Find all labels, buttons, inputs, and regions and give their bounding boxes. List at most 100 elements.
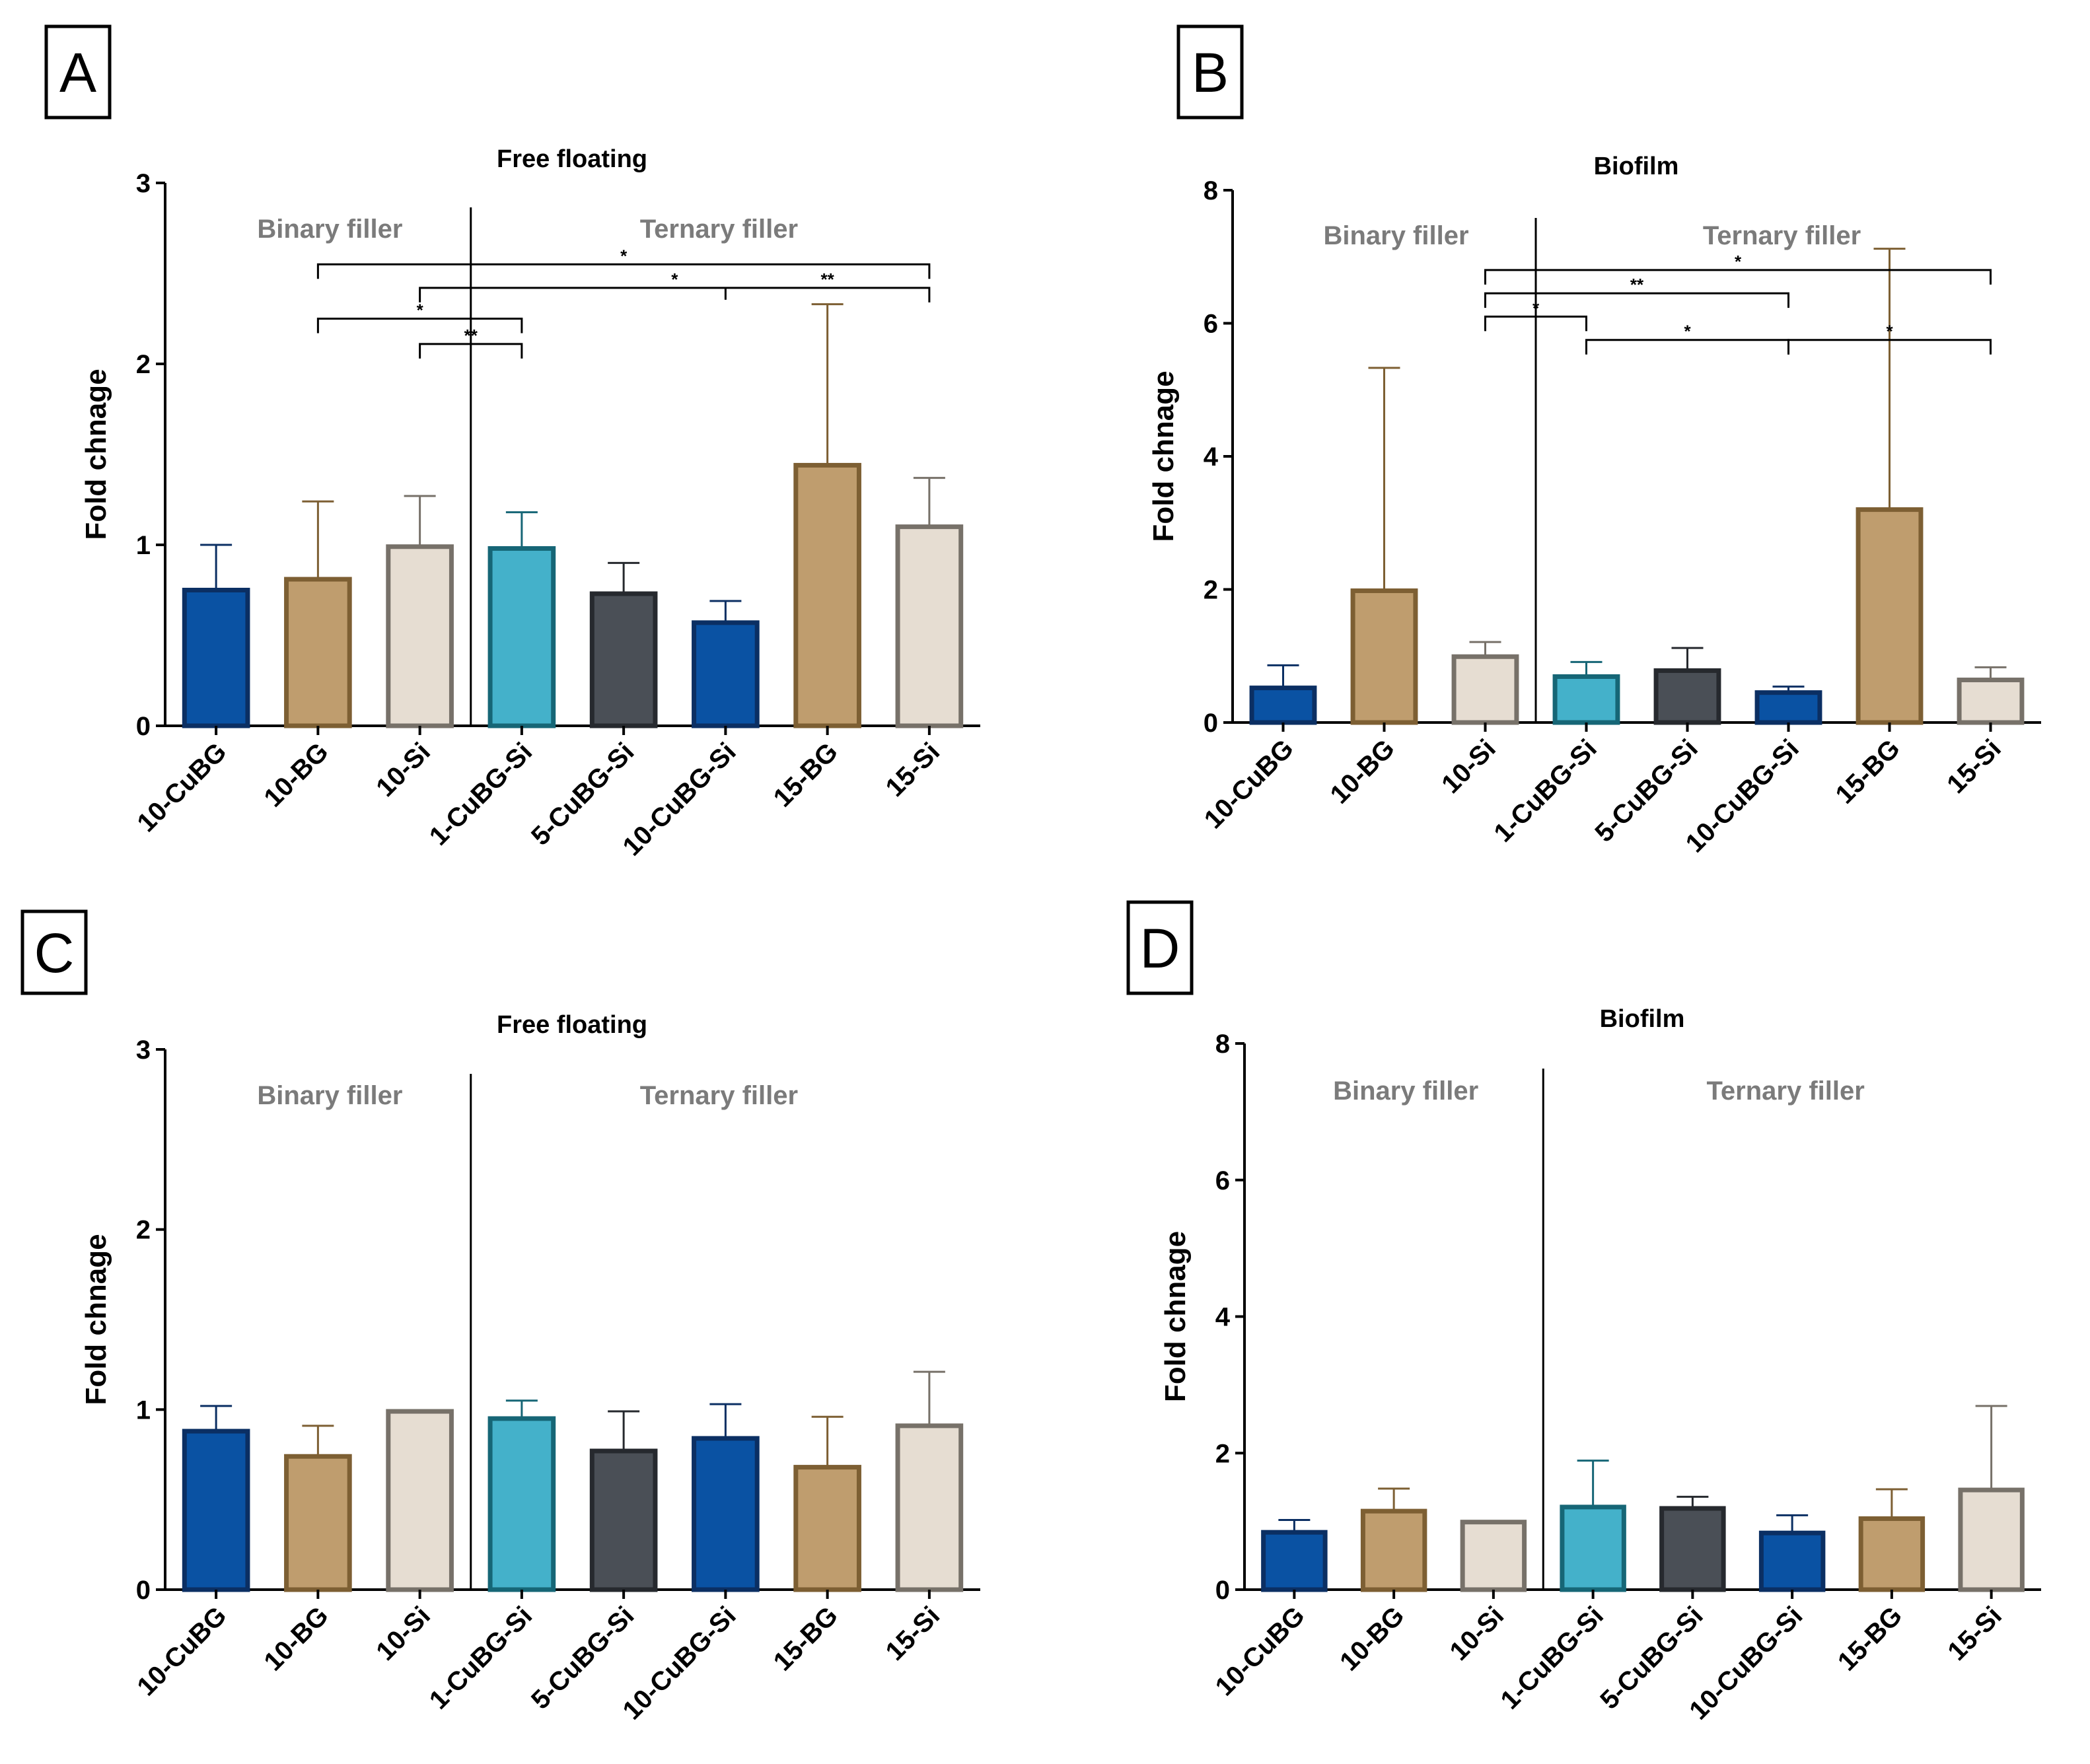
bar bbox=[1659, 1506, 1726, 1592]
significance-bracket bbox=[419, 343, 523, 359]
bar bbox=[793, 1465, 861, 1592]
significance-bracket bbox=[316, 318, 523, 334]
bar bbox=[1754, 690, 1822, 725]
x-tick-label: 1-CuBG-Si bbox=[1488, 734, 1603, 848]
x-tick-label: 10-BG bbox=[1324, 734, 1400, 809]
bar bbox=[1560, 1504, 1626, 1592]
bar bbox=[1552, 674, 1620, 725]
significance-label: ** bbox=[1630, 275, 1644, 295]
bar bbox=[487, 1416, 556, 1592]
significance-label: * bbox=[671, 269, 678, 289]
chart-title: Biofilm bbox=[1600, 1005, 1685, 1033]
x-tick-label: 10-CuBG bbox=[1210, 1601, 1311, 1701]
x-tick-label: 15-Si bbox=[881, 737, 946, 802]
x-tick-label: 5-CuBG-Si bbox=[526, 1601, 640, 1715]
x-tick-label: 10-Si bbox=[1436, 734, 1501, 799]
x-tick-label: 1-CuBG-Si bbox=[424, 1601, 538, 1715]
x-tick-label: 10-Si bbox=[371, 737, 436, 802]
bar bbox=[793, 462, 861, 728]
axis-lines bbox=[1243, 1043, 2041, 1591]
y-tick-label: 2 bbox=[136, 1216, 151, 1245]
bar bbox=[895, 524, 964, 728]
panel-letter-frame bbox=[44, 24, 112, 120]
significance-label: * bbox=[1532, 298, 1540, 318]
panel-letter-frame bbox=[1126, 900, 1194, 995]
panel-letter-frame bbox=[20, 909, 88, 995]
y-tick-label: 8 bbox=[1204, 176, 1218, 205]
y-tick-label: 3 bbox=[136, 169, 151, 198]
bar bbox=[1957, 678, 2025, 725]
significance-bracket bbox=[1484, 292, 1789, 308]
panel-letter: D bbox=[1140, 917, 1180, 979]
bar bbox=[487, 546, 556, 728]
chart-title: Free floating bbox=[497, 145, 647, 173]
y-axis-label: Fold chnage bbox=[80, 1234, 112, 1405]
group-label-binary: Binary filler bbox=[1323, 221, 1468, 250]
bar bbox=[692, 1436, 760, 1592]
significance-label: * bbox=[620, 246, 628, 265]
chart-title: Biofilm bbox=[1594, 153, 1679, 180]
significance-bracket bbox=[316, 263, 931, 279]
x-tick-label: 15-Si bbox=[1942, 1601, 2007, 1666]
bar bbox=[1261, 1530, 1328, 1592]
x-tick-label: 1-CuBG-Si bbox=[1495, 1601, 1609, 1715]
significance-label: * bbox=[417, 300, 424, 320]
y-axis-label: Fold chnage bbox=[1147, 370, 1180, 542]
panel-letter: A bbox=[59, 42, 96, 104]
significance-bracket bbox=[1484, 269, 1992, 285]
panel-letter-frame bbox=[1176, 24, 1244, 120]
x-tick-label: 10-CuBG bbox=[131, 1601, 232, 1701]
bar bbox=[589, 591, 658, 728]
bar bbox=[1460, 1520, 1527, 1592]
x-tick-label: 10-BG bbox=[258, 1601, 334, 1676]
x-tick-label: 10-BG bbox=[258, 737, 334, 812]
y-tick-label: 2 bbox=[1215, 1439, 1230, 1468]
y-tick-label: 2 bbox=[1204, 576, 1218, 605]
x-tick-label: 10-BG bbox=[1334, 1601, 1410, 1676]
bar bbox=[1249, 686, 1317, 725]
significance-bracket bbox=[419, 287, 931, 302]
x-tick-label: 15-BG bbox=[1830, 734, 1905, 809]
bar bbox=[1858, 1516, 1926, 1592]
group-label-ternary: Ternary filler bbox=[1706, 1076, 1864, 1106]
panel-letter: C bbox=[34, 922, 75, 984]
bar bbox=[895, 1423, 964, 1592]
group-label-ternary: Ternary filler bbox=[640, 215, 798, 244]
x-tick-label: 10-CuBG bbox=[1199, 734, 1299, 834]
x-tick-label: 10-Si bbox=[1445, 1601, 1510, 1666]
bar bbox=[284, 1454, 352, 1592]
significance-bracket bbox=[1484, 315, 1587, 332]
panel-b: B Biofilm Fold chnage 0 2 4 6 8 Binary filler Ter… bbox=[1147, 24, 2041, 859]
significance-label: * bbox=[1684, 322, 1691, 341]
bar bbox=[1758, 1530, 1826, 1592]
group-label-binary: Binary filler bbox=[1333, 1076, 1478, 1106]
group-label-ternary: Ternary filler bbox=[640, 1081, 798, 1110]
bar bbox=[589, 1448, 658, 1592]
bar bbox=[1350, 588, 1418, 725]
bar bbox=[692, 620, 760, 728]
y-tick-label: 0 bbox=[1204, 709, 1218, 738]
significance-label: ** bbox=[821, 269, 835, 289]
panel-a: A Free floating Fold chnage 0 1 2 3 Binary fill… bbox=[44, 24, 980, 862]
y-axis-label: Fold chnage bbox=[1159, 1231, 1192, 1402]
y-tick-label: 0 bbox=[136, 1576, 151, 1605]
x-tick-label: 15-Si bbox=[1941, 734, 2007, 799]
y-tick-label: 4 bbox=[1204, 442, 1219, 472]
y-tick-label: 0 bbox=[1215, 1576, 1230, 1605]
x-tick-label: 5-CuBG-Si bbox=[526, 737, 640, 851]
bar bbox=[386, 544, 454, 728]
x-tick-label: 15-Si bbox=[881, 1601, 946, 1666]
group-label-binary: Binary filler bbox=[257, 215, 402, 244]
y-axis-label: Fold chnage bbox=[80, 369, 112, 540]
x-tick-label: 10-CuBG bbox=[131, 737, 232, 837]
bar bbox=[1958, 1487, 2025, 1592]
chart-title: Free floating bbox=[497, 1011, 647, 1039]
bar bbox=[182, 588, 250, 728]
y-tick-label: 3 bbox=[136, 1036, 151, 1065]
y-tick-label: 1 bbox=[136, 531, 151, 560]
panel-c: C Free floating Fold chnage 0 1 2 3 Binary fill… bbox=[20, 909, 980, 1726]
y-tick-label: 2 bbox=[136, 350, 151, 379]
y-tick-label: 8 bbox=[1215, 1030, 1230, 1059]
x-tick-label: 15-BG bbox=[768, 1601, 844, 1676]
